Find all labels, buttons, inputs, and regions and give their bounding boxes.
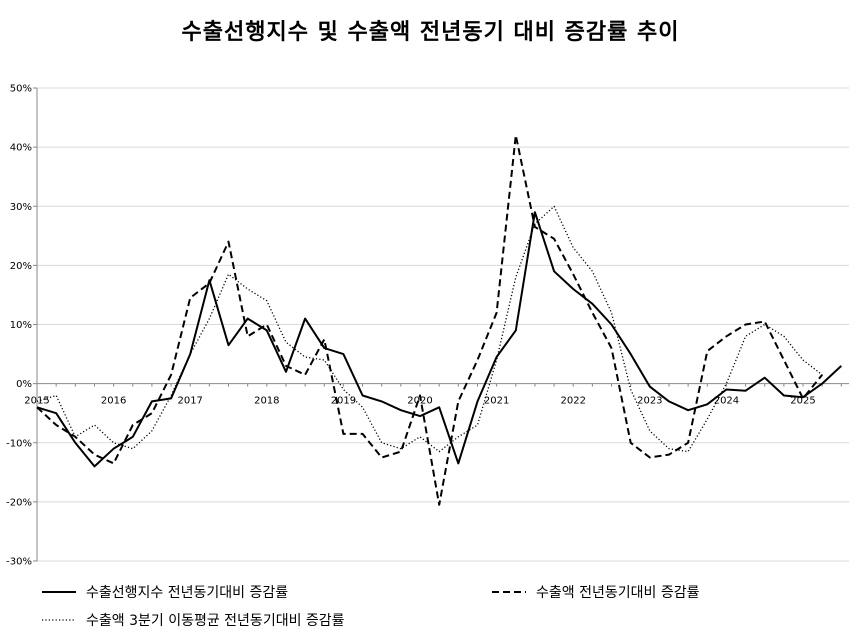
y-tick-label: -10% (6, 438, 32, 449)
y-tick-label: 50% (10, 84, 32, 95)
series-line-3 (36, 205, 823, 453)
legend-label-2: 수출액 전년동기대비 증감률 (536, 585, 700, 601)
axis-layer: -30%-20%-10%0%10%20%30%40%50%2015 2016 201… (6, 84, 849, 568)
y-tick-label: 40% (10, 143, 32, 154)
y-tick-label: -20% (6, 497, 32, 508)
series-line-1 (36, 211, 842, 468)
series-line-2 (36, 134, 823, 506)
chart-title: 수출선행지수 및 수출액 전년동기 대비 증감률 추이 (181, 20, 680, 45)
series-layer (36, 134, 842, 506)
legend-label-1: 수출선행지수 전년동기대비 증감률 (86, 585, 288, 601)
y-tick-label: -30% (6, 557, 32, 568)
y-tick-label: 20% (10, 261, 32, 272)
y-tick-label: 0% (16, 379, 32, 390)
legend-label-3: 수출액 3분기 이동평균 전년동기대비 증감률 (86, 613, 345, 629)
grid-layer (37, 87, 849, 562)
x-tick-label: 2017 (177, 396, 202, 407)
y-tick-label: 10% (10, 320, 32, 331)
x-tick-label: 2023 (637, 396, 662, 407)
x-tick-label: 2022 (560, 396, 585, 407)
y-tick-label: 30% (10, 202, 32, 213)
x-tick-label: 2016 (101, 396, 126, 407)
x-tick-label: 2020 (407, 396, 432, 407)
x-tick-label: 2025 (790, 396, 815, 407)
x-tick-label: 2021 (484, 396, 509, 407)
x-tick-label: 2024 (714, 396, 739, 407)
x-tick-label: 2019 (331, 396, 356, 407)
x-tick-label: 2018 (254, 396, 279, 407)
